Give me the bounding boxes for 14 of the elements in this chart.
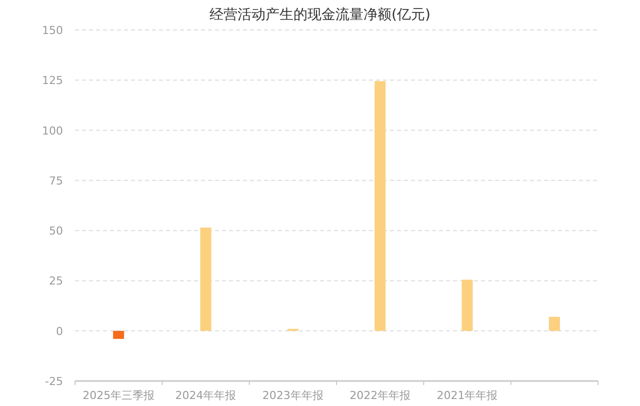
y-tick-label: 75: [49, 174, 63, 188]
y-tick-label: 0: [56, 324, 63, 338]
y-tick-label: 25: [49, 274, 63, 288]
x-tick-label: 2021年年报: [436, 389, 498, 402]
y-tick-label: 100: [42, 124, 63, 138]
x-tick-label: 2022年年报: [350, 389, 411, 402]
x-tick-label: 2023年年报: [262, 389, 324, 402]
title: 经营活动产生的现金流量净额(亿元): [210, 7, 430, 23]
x-tick-label: 2024年年报: [175, 389, 236, 402]
y-tick-label: 50: [49, 224, 63, 238]
y-tick-label: -25: [45, 375, 63, 388]
y-tick-label: 125: [42, 74, 63, 88]
x-tick-label: 2025年三季报: [82, 389, 155, 402]
y-tick-label: 150: [42, 24, 63, 37]
